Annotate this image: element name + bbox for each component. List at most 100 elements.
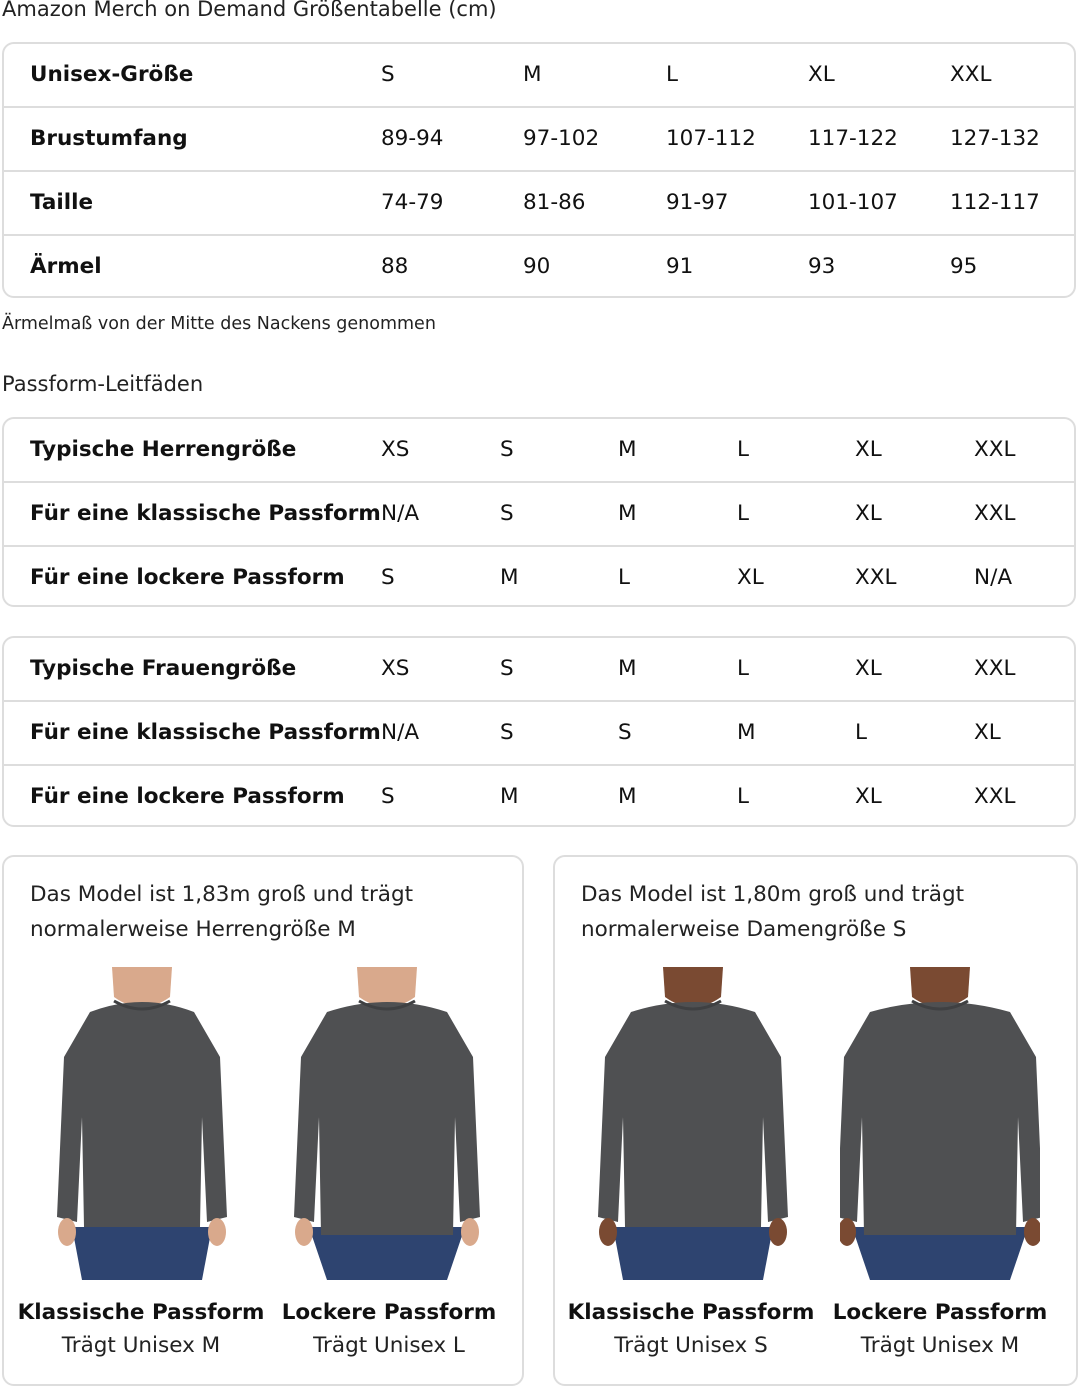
table-cell: 88 <box>381 254 409 279</box>
table-row: Unisex-Größe S M L XL XXL <box>4 44 1074 108</box>
table-cell: XS <box>381 656 410 681</box>
row-label: Für eine lockere Passform <box>30 784 345 809</box>
desc-line: Das Model ist 1,80m groß und trägt <box>581 882 965 907</box>
row-label: Brustumfang <box>30 126 188 151</box>
table-cell: 97-102 <box>523 126 600 151</box>
table-row: Für eine klassische Passform N/A S M L XL XXL <box>4 483 1074 547</box>
table-cell: L <box>737 437 749 462</box>
row-label: Unisex-Größe <box>30 62 194 87</box>
table-cell: M <box>618 501 637 526</box>
table-cell: XXL <box>974 656 1016 681</box>
table-cell: XL <box>974 720 1001 745</box>
table-cell: 127-132 <box>950 126 1040 151</box>
table-cell: M <box>500 565 519 590</box>
table-cell: M <box>618 437 637 462</box>
table-cell: M <box>737 720 756 745</box>
table-cell: S <box>500 437 514 462</box>
model-photo-classic <box>593 967 793 1280</box>
tshirt-model-image <box>294 967 480 1280</box>
men-model-card: Das Model ist 1,83m groß und trägt normal… <box>2 855 524 1386</box>
fit-caption: Klassische Passform Trägt Unisex S <box>561 1300 821 1358</box>
table-cell: 90 <box>523 254 551 279</box>
fit-caption: Lockere Passform Trägt Unisex M <box>810 1300 1070 1358</box>
women-fit-table: Typische Frauengröße XS S M L XL XXL Für eine k… <box>2 636 1076 827</box>
row-label: Für eine klassische Passform <box>30 501 381 526</box>
table-cell: L <box>737 501 749 526</box>
fit-caption: Klassische Passform Trägt Unisex M <box>11 1300 271 1358</box>
row-label: Ärmel <box>30 254 102 279</box>
table-cell: XL <box>855 437 882 462</box>
table-row: Taille 74-79 81-86 91-97 101-107 112-117 <box>4 172 1074 236</box>
table-row: Ärmel 88 90 91 93 95 <box>4 236 1074 296</box>
table-row: Typische Herrengröße XS S M L XL XXL <box>4 419 1074 483</box>
table-cell: L <box>737 784 749 809</box>
tshirt-model-image <box>837 967 1043 1280</box>
size-table: Unisex-Größe S M L XL XXL Brustumfang 89-94 97-1… <box>2 42 1076 298</box>
table-cell: 91 <box>666 254 694 279</box>
table-row: Für eine klassische Passform N/A S S M L XL <box>4 702 1074 766</box>
row-label: Typische Frauengröße <box>30 656 297 681</box>
table-cell: S <box>500 501 514 526</box>
table-cell: M <box>523 62 542 87</box>
table-cell: M <box>618 784 637 809</box>
wears-label: Trägt Unisex L <box>313 1333 465 1358</box>
table-cell: XL <box>855 784 882 809</box>
table-cell: XL <box>737 565 764 590</box>
table-cell: XXL <box>974 437 1016 462</box>
women-model-card: Das Model ist 1,80m groß und trägt normal… <box>553 855 1078 1386</box>
table-cell: L <box>737 656 749 681</box>
table-cell: XXL <box>974 501 1016 526</box>
table-cell: M <box>618 656 637 681</box>
model-photo-loose <box>287 967 487 1280</box>
table-cell: S <box>381 62 395 87</box>
table-cell: N/A <box>381 720 420 745</box>
fit-label: Lockere Passform <box>281 1300 497 1325</box>
row-label: Für eine klassische Passform <box>30 720 381 745</box>
table-cell: 89-94 <box>381 126 444 151</box>
table-cell: 112-117 <box>950 190 1040 215</box>
table-row: Brustumfang 89-94 97-102 107-112 117-122 127-… <box>4 108 1074 172</box>
table-cell: XXL <box>950 62 992 87</box>
desc-line: normalerweise Damengröße S <box>581 917 907 942</box>
fit-heading: Passform-Leitfäden <box>2 372 204 396</box>
table-cell: 74-79 <box>381 190 444 215</box>
table-cell: M <box>500 784 519 809</box>
table-cell: L <box>666 62 678 87</box>
table-cell: 81-86 <box>523 190 586 215</box>
table-cell: S <box>381 784 395 809</box>
desc-line: normalerweise Herrengröße M <box>30 917 356 942</box>
row-label: Für eine lockere Passform <box>30 565 345 590</box>
table-cell: S <box>618 720 632 745</box>
model-photo-loose <box>837 967 1043 1280</box>
row-label: Taille <box>30 190 94 215</box>
table-cell: XL <box>855 501 882 526</box>
model-photo-classic <box>42 967 242 1280</box>
table-cell: 107-112 <box>666 126 756 151</box>
tshirt-model-image <box>598 967 788 1280</box>
sleeve-note: Ärmelmaß von der Mitte des Nackens genom… <box>2 314 436 334</box>
table-cell: N/A <box>381 501 420 526</box>
table-cell: S <box>500 656 514 681</box>
table-cell: XXL <box>974 784 1016 809</box>
table-cell: 101-107 <box>808 190 898 215</box>
table-cell: L <box>855 720 867 745</box>
fit-label: Klassische Passform <box>17 1300 265 1325</box>
table-cell: L <box>618 565 630 590</box>
table-cell: XXL <box>855 565 897 590</box>
chart-title: Amazon Merch on Demand Größentabelle (cm… <box>2 0 497 21</box>
table-cell: XL <box>855 656 882 681</box>
model-description: Das Model ist 1,80m groß und trägt normal… <box>581 877 964 947</box>
model-description: Das Model ist 1,83m groß und trägt normal… <box>30 877 413 947</box>
desc-line: Das Model ist 1,83m groß und trägt <box>30 882 414 907</box>
wears-label: Trägt Unisex M <box>860 1333 1020 1358</box>
fit-label: Lockere Passform <box>832 1300 1048 1325</box>
table-row: Für eine lockere Passform S M M L XL XXL <box>4 766 1074 825</box>
table-cell: 91-97 <box>666 190 729 215</box>
fit-caption: Lockere Passform Trägt Unisex L <box>259 1300 519 1358</box>
table-cell: S <box>500 720 514 745</box>
table-cell: 117-122 <box>808 126 898 151</box>
wears-label: Trägt Unisex S <box>614 1333 768 1358</box>
wears-label: Trägt Unisex M <box>61 1333 221 1358</box>
table-cell: XS <box>381 437 410 462</box>
table-cell: N/A <box>974 565 1013 590</box>
